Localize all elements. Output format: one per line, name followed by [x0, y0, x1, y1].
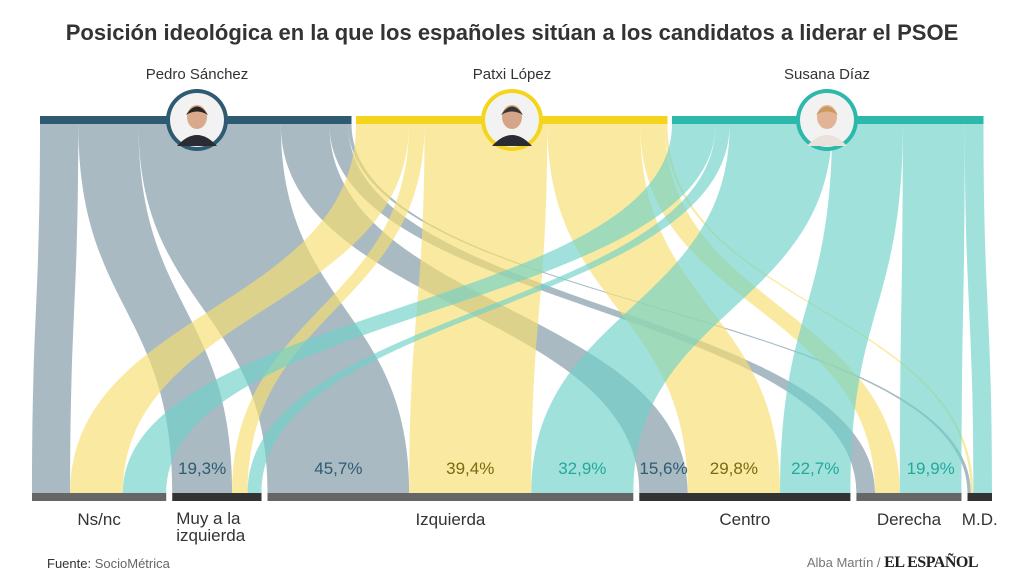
flows — [32, 124, 992, 493]
flow-2-muy-a-la-izquierda — [247, 124, 730, 493]
flow-percentage-label: 32,9% — [558, 459, 606, 478]
category-bar — [267, 493, 634, 501]
flow-2-m-d- — [964, 124, 992, 493]
flow-0-derecha — [329, 124, 876, 493]
flow-1-derecha — [640, 124, 900, 493]
patxi-lopez-photo — [481, 89, 543, 151]
flow-2-derecha — [899, 124, 965, 493]
pedro-sanchez-photo — [166, 89, 228, 151]
source-label: Fuente: — [47, 556, 92, 571]
chart-title: Posición ideológica en la que los españo… — [65, 20, 959, 45]
flow-percentage-label: 29,8% — [710, 459, 758, 478]
flow-2-izquierda — [531, 124, 833, 493]
category-bar — [639, 493, 851, 501]
category-label: Ns/nc — [77, 510, 121, 529]
category-bar — [172, 493, 262, 501]
source-value: SocioMétrica — [94, 556, 170, 571]
flow-percentage-label: 22,7% — [791, 459, 839, 478]
flow-0-ns-nc — [32, 124, 79, 493]
candidate-name-diaz: Susana Díaz — [784, 66, 870, 83]
flow-2-ns-nc — [122, 124, 716, 493]
category-label: Centro — [719, 510, 771, 529]
flow-percentage-label: 15,6% — [639, 459, 687, 478]
category-label: Derecha — [876, 510, 942, 529]
candidate-name-sanchez: Pedro Sánchez — [145, 66, 249, 83]
flow-percentage-label: 39,4% — [446, 459, 494, 478]
source: Fuente: SocioMétrica — [47, 556, 170, 571]
flow-1-ns-nc — [70, 124, 409, 493]
author: Alba Martín / — [806, 555, 881, 570]
category-bar — [32, 493, 167, 501]
flow-1-muy-a-la-izquierda — [232, 124, 425, 493]
category-bar — [856, 493, 962, 501]
flow-percentage-label: 19,9% — [907, 459, 955, 478]
candidate-name-lopez: Patxi López — [472, 66, 552, 83]
flow-0-izquierda — [138, 124, 410, 493]
flow-percentage-label: 45,7% — [314, 459, 362, 478]
category-label: Muy a la izquierda — [176, 509, 246, 545]
category-label: Izquierda — [415, 510, 486, 529]
flow-percentage-label: 19,3% — [178, 459, 226, 478]
category-label: M.D. — [961, 510, 998, 529]
category-bar — [967, 493, 992, 501]
credit: Alba Martín / EL ESPAÑOL — [806, 554, 979, 572]
flow-1-izquierda — [409, 124, 548, 493]
el-espanol-logo: EL ESPAÑOL — [884, 554, 978, 571]
susana-diaz-photo — [796, 89, 858, 151]
flow-2-centro — [780, 124, 903, 493]
